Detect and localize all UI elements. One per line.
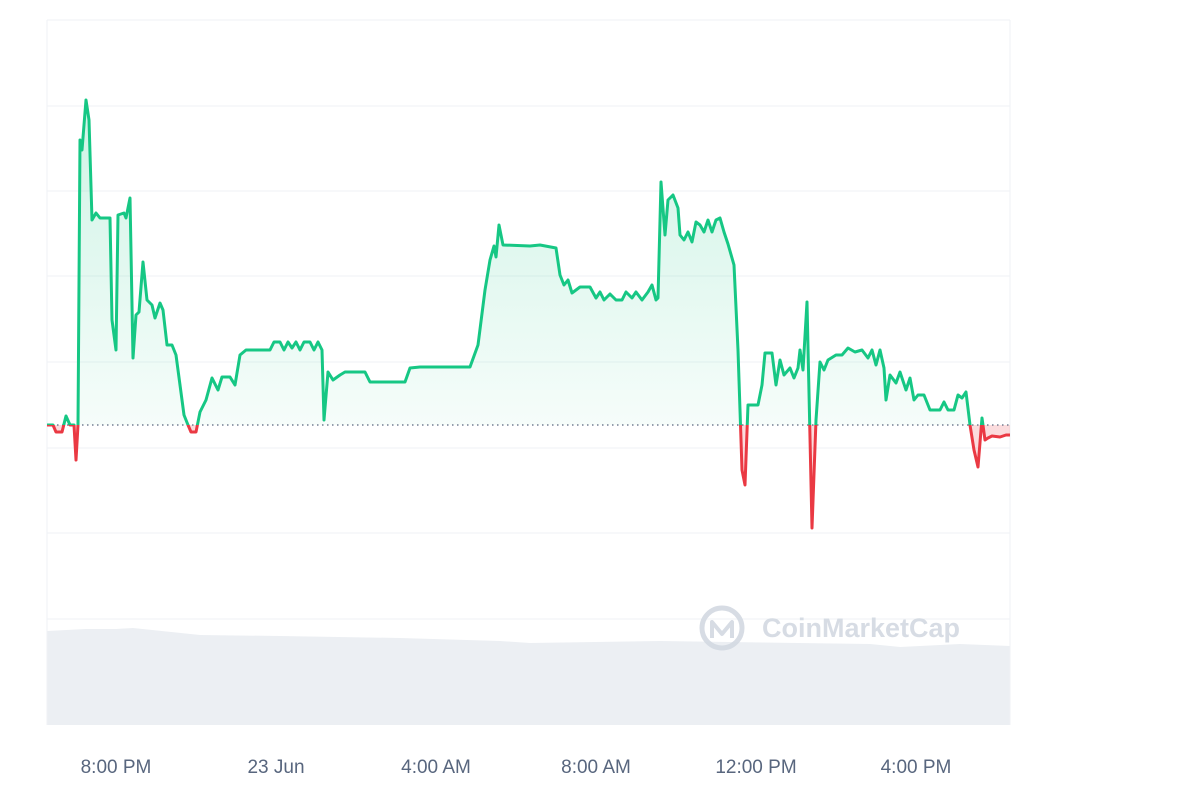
x-tick-label: 8:00 PM — [81, 757, 152, 778]
watermark-text: CoinMarketCap — [762, 613, 960, 643]
watermark-logo — [699, 605, 745, 651]
x-tick-label: 4:00 AM — [401, 757, 471, 778]
x-tick-label: 8:00 AM — [561, 757, 631, 778]
price-area — [47, 100, 1010, 528]
watermark-logo-m — [710, 620, 734, 638]
x-tick-label: 4:00 PM — [881, 757, 952, 778]
price-line — [47, 98, 1010, 530]
volume-area — [47, 628, 1010, 725]
watermark: CoinMarketCap — [699, 605, 960, 651]
x-tick-label: 23 Jun — [247, 757, 304, 778]
x-tick-label: 12:00 PM — [715, 757, 796, 778]
